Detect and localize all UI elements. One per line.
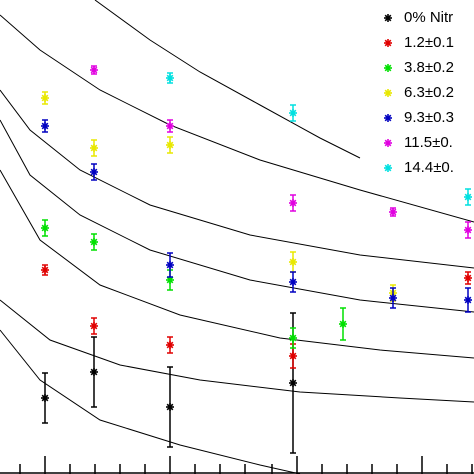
marker-stroke [41,122,49,130]
marker-stroke [41,224,49,232]
marker [289,278,297,286]
legend-marker [384,64,392,72]
marker-stroke [166,122,174,130]
marker-stroke [389,294,397,302]
marker [339,320,347,328]
marker [41,122,49,130]
marker-stroke [384,139,392,147]
marker-stroke [464,226,472,234]
marker [289,379,297,387]
marker-stroke [384,89,392,97]
marker-stroke [90,322,98,330]
marker [166,74,174,82]
marker-stroke [289,199,297,207]
marker-stroke [289,379,297,387]
marker-stroke [41,94,49,102]
marker-stroke [90,144,98,152]
marker [166,403,174,411]
legend-marker [384,14,392,22]
fit-curve [94,0,361,159]
marker [41,224,49,232]
marker [389,294,397,302]
marker [464,226,472,234]
legend-marker [384,114,392,122]
marker-stroke [464,274,472,282]
marker-stroke [41,394,49,402]
marker-stroke [166,276,174,284]
marker-stroke [90,238,98,246]
marker [389,208,397,216]
marker-stroke [384,39,392,47]
legend-label: 14.4±0. [404,159,454,176]
marker-stroke [166,261,174,269]
fit-curve [0,169,474,359]
legend-label: 11.5±0. [404,134,453,151]
marker-stroke [289,352,297,360]
marker [90,238,98,246]
marker [41,266,49,274]
marker-stroke [384,164,392,172]
fit-curve [0,89,474,269]
legend-label: 3.8±0.2 [404,59,454,76]
marker [90,144,98,152]
marker [166,341,174,349]
fit-curve [0,119,474,313]
marker-stroke [166,74,174,82]
marker [166,141,174,149]
marker [289,109,297,117]
marker-stroke [384,64,392,72]
marker-stroke [90,368,98,376]
marker [90,322,98,330]
marker [166,122,174,130]
marker-stroke [41,266,49,274]
marker [41,394,49,402]
marker [464,296,472,304]
marker [464,274,472,282]
marker-stroke [166,341,174,349]
marker [289,199,297,207]
marker-stroke [90,66,98,74]
marker-stroke [166,403,174,411]
marker-stroke [389,208,397,216]
fit-curve [0,329,301,474]
legend-label: 6.3±0.2 [404,84,454,101]
marker [90,168,98,176]
marker-stroke [464,296,472,304]
legend-marker [384,89,392,97]
marker-stroke [289,334,297,342]
legend-label: 1.2±0.1 [404,34,454,51]
marker-stroke [166,141,174,149]
marker [90,66,98,74]
legend-label: 0% Nitr [404,9,453,26]
legend-label: 9.3±0.3 [404,109,454,126]
legend-marker [384,139,392,147]
marker [41,94,49,102]
marker-stroke [90,168,98,176]
marker [289,352,297,360]
marker-stroke [464,193,472,201]
fit-curve [0,14,474,223]
marker [166,261,174,269]
fit-curve [0,299,474,403]
marker [289,334,297,342]
marker-stroke [289,278,297,286]
legend-marker [384,164,392,172]
marker [90,368,98,376]
marker-stroke [289,109,297,117]
marker-stroke [384,114,392,122]
marker-stroke [289,258,297,266]
marker-stroke [384,14,392,22]
marker [289,258,297,266]
marker-stroke [339,320,347,328]
marker [464,193,472,201]
legend-marker [384,39,392,47]
